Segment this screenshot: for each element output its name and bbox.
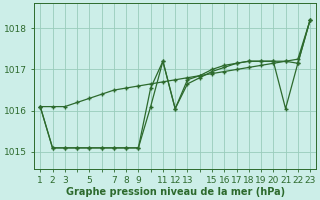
X-axis label: Graphe pression niveau de la mer (hPa): Graphe pression niveau de la mer (hPa) xyxy=(66,187,285,197)
